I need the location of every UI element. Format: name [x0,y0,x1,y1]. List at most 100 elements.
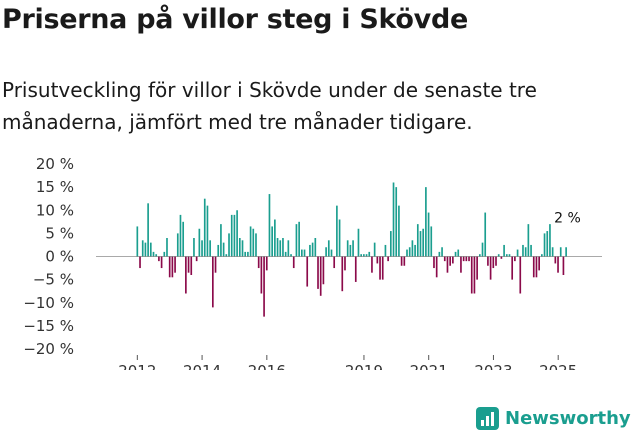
y-axis: 20 % 15 % 10 % 5 % 0 % −5 % −10 % −15 % −20 % [23,155,74,358]
bar [319,256,322,296]
x-tick-label: 2014 [183,362,221,370]
y-tick-label: 0 % [45,248,74,266]
end-value-label: 2 % [554,210,581,226]
bar [171,256,174,278]
bar-chart: 20 % 15 % 10 % 5 % 0 % −5 % −10 % −15 % −20 % 20… [23,155,602,370]
bar [141,240,144,257]
x-tick-label: 2012 [118,362,156,370]
bar [327,240,330,257]
bar [519,256,522,294]
bar [268,194,271,257]
bar [470,256,473,294]
bar [325,247,327,257]
bar [395,187,398,257]
bar [376,256,379,264]
bar [543,233,546,257]
bar [290,254,292,257]
y-tick-label: −10 % [23,294,74,312]
annotations: 2 % [554,210,581,226]
bar [387,256,389,262]
bar [406,249,408,257]
bar [265,256,268,271]
bar [460,256,462,273]
x-tick-label: 2025 [539,362,577,370]
bar [419,231,422,257]
bar [241,240,244,257]
bar [532,256,535,278]
bar [365,254,368,257]
bar [354,256,357,282]
bar [500,256,503,259]
bar [535,256,538,278]
bar [271,226,273,257]
bar [551,247,554,257]
bar [195,256,198,262]
bar [414,244,416,257]
bar [446,256,449,273]
bar [430,226,433,257]
bar [422,228,425,257]
bar [524,247,527,257]
bar [489,256,492,280]
bar [541,254,543,257]
bar [287,240,290,257]
bar [360,254,362,257]
bar [298,221,300,257]
bar [468,256,470,262]
bar [427,212,430,257]
bar [295,224,298,257]
bar [228,233,230,257]
x-tick-label: 2016 [248,362,286,370]
bar [497,254,500,257]
bar [371,256,373,273]
bar [538,256,540,271]
bar [435,256,438,278]
bar [336,205,338,257]
bar [238,238,241,257]
bar [527,224,530,257]
bar [185,256,187,294]
x-axis: 2012 2014 2016 2019 2021 2023 2025 [118,355,577,370]
bar [225,254,228,257]
bar [136,226,139,257]
y-tick-label: 5 % [45,224,74,242]
bar [530,244,532,257]
bar [481,242,484,257]
bar [236,210,238,257]
bar [546,231,549,257]
bar [212,256,214,308]
bar [344,256,346,271]
bar [438,251,441,257]
bar [306,256,309,287]
bar [209,240,211,257]
x-tick-label: 2019 [345,362,383,370]
bar [478,254,481,257]
bar [190,256,193,275]
bar [465,256,468,262]
bar [260,256,263,294]
bar [403,256,406,266]
bar [381,256,384,280]
bar [379,256,381,280]
bar [244,251,247,257]
bar [160,256,163,269]
bar [155,254,158,257]
bar [562,256,565,275]
bar [230,214,233,257]
bar [255,233,257,257]
bar [338,219,341,257]
y-tick-label: −15 % [23,317,74,335]
bar [411,240,414,257]
bar [309,244,311,257]
chart-subtitle: Prisutveckling för villor i Skövde under… [2,78,537,134]
bar [311,242,314,257]
bar [363,254,365,257]
y-tick-label: −20 % [23,340,74,358]
bar [514,256,516,262]
bar [557,256,559,273]
bar [487,256,489,266]
bar [400,256,403,266]
bar [522,244,524,257]
bar [166,238,168,257]
bar [174,256,176,273]
